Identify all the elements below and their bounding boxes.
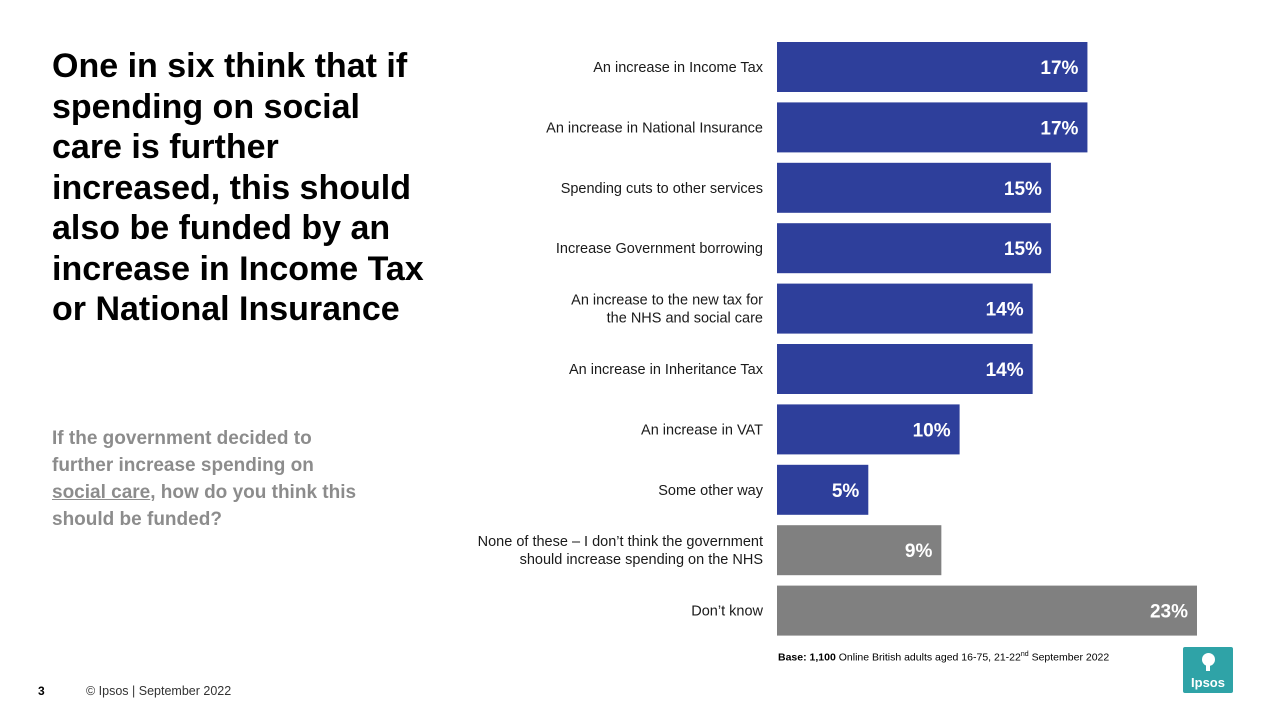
category-label-4: Increase Government borrowing bbox=[556, 241, 763, 257]
footer-copyright: © Ipsos | September 2022 bbox=[86, 684, 232, 698]
category-label-line: An increase in Income Tax bbox=[593, 60, 764, 76]
survey-question: If the government decided to further inc… bbox=[52, 425, 372, 533]
bar-6 bbox=[777, 344, 1033, 394]
category-label-line: Some other way bbox=[658, 483, 764, 499]
bar-value-label-8: 5% bbox=[832, 481, 860, 502]
category-label-line: the NHS and social care bbox=[607, 311, 763, 327]
category-label-line: An increase in Inheritance Tax bbox=[569, 362, 764, 378]
page-number: 3 bbox=[38, 684, 45, 698]
bar-value-label-9: 9% bbox=[905, 541, 933, 562]
bar-value-label-6: 14% bbox=[986, 360, 1024, 381]
category-label-10: Don’t know bbox=[691, 604, 763, 620]
bar-5 bbox=[777, 283, 1033, 334]
category-label-2: An increase in National Insurance bbox=[546, 120, 763, 136]
category-label-line: Spending cuts to other services bbox=[561, 181, 763, 197]
base-label: Base: bbox=[778, 651, 807, 664]
logo-text: Ipsos bbox=[1191, 675, 1225, 690]
bar-9 bbox=[777, 525, 942, 576]
category-label-line: None of these – I don’t think the govern… bbox=[478, 534, 763, 550]
base-count: 1,100 bbox=[809, 651, 836, 664]
bar-2 bbox=[777, 102, 1088, 153]
bar-8 bbox=[777, 464, 869, 515]
category-label-5: An increase to the new tax for the NHS an… bbox=[571, 293, 763, 327]
category-label-line: should increase spending on the NHS bbox=[520, 552, 763, 568]
bar-4 bbox=[777, 223, 1051, 274]
bar-10 bbox=[777, 585, 1197, 636]
bar-value-label-10: 23% bbox=[1150, 602, 1188, 623]
category-label-3: Spending cuts to other services bbox=[561, 181, 763, 197]
bar-3 bbox=[777, 162, 1051, 213]
category-label-1: An increase in Income Tax bbox=[593, 60, 764, 76]
category-label-line: Don’t know bbox=[691, 604, 763, 620]
category-label-line: An increase in National Insurance bbox=[546, 120, 763, 136]
question-text-end: , how do you think this should be funded… bbox=[52, 482, 357, 530]
category-label-line: An increase to the new tax for bbox=[571, 293, 763, 309]
category-label-line: An increase in VAT bbox=[641, 422, 763, 438]
base-suffix: September 2022 bbox=[1028, 651, 1110, 664]
bar-1 bbox=[777, 42, 1088, 92]
base-text: Online British adults aged 16-75, 21-22 bbox=[835, 651, 1021, 664]
category-label-9: None of these – I don’t think the govern… bbox=[478, 534, 763, 568]
category-label-8: Some other way bbox=[658, 483, 764, 499]
question-text-start: If the government decided to further inc… bbox=[52, 428, 314, 476]
category-label-6: An increase in Inheritance Tax bbox=[569, 362, 764, 378]
bar-value-label-7: 10% bbox=[913, 420, 951, 441]
base-superscript: nd bbox=[1020, 651, 1029, 658]
bar-value-label-4: 15% bbox=[1004, 239, 1042, 260]
ipsos-logo-icon bbox=[1202, 653, 1215, 671]
category-label-7: An increase in VAT bbox=[641, 422, 763, 438]
bar-value-label-3: 15% bbox=[1004, 179, 1042, 200]
bar-value-label-1: 17% bbox=[1040, 58, 1078, 79]
base-note: Base: 1,100 Online British adults aged 1… bbox=[778, 651, 1109, 664]
ipsos-logo: Ipsos bbox=[1183, 647, 1233, 693]
bar-7 bbox=[777, 404, 960, 455]
question-underlined-text: social care bbox=[52, 482, 151, 503]
slide-title: One in six think that if spending on soc… bbox=[52, 47, 424, 328]
category-label-line: Increase Government borrowing bbox=[556, 241, 763, 257]
bar-value-label-5: 14% bbox=[986, 300, 1024, 321]
bar-value-label-2: 17% bbox=[1040, 118, 1078, 139]
